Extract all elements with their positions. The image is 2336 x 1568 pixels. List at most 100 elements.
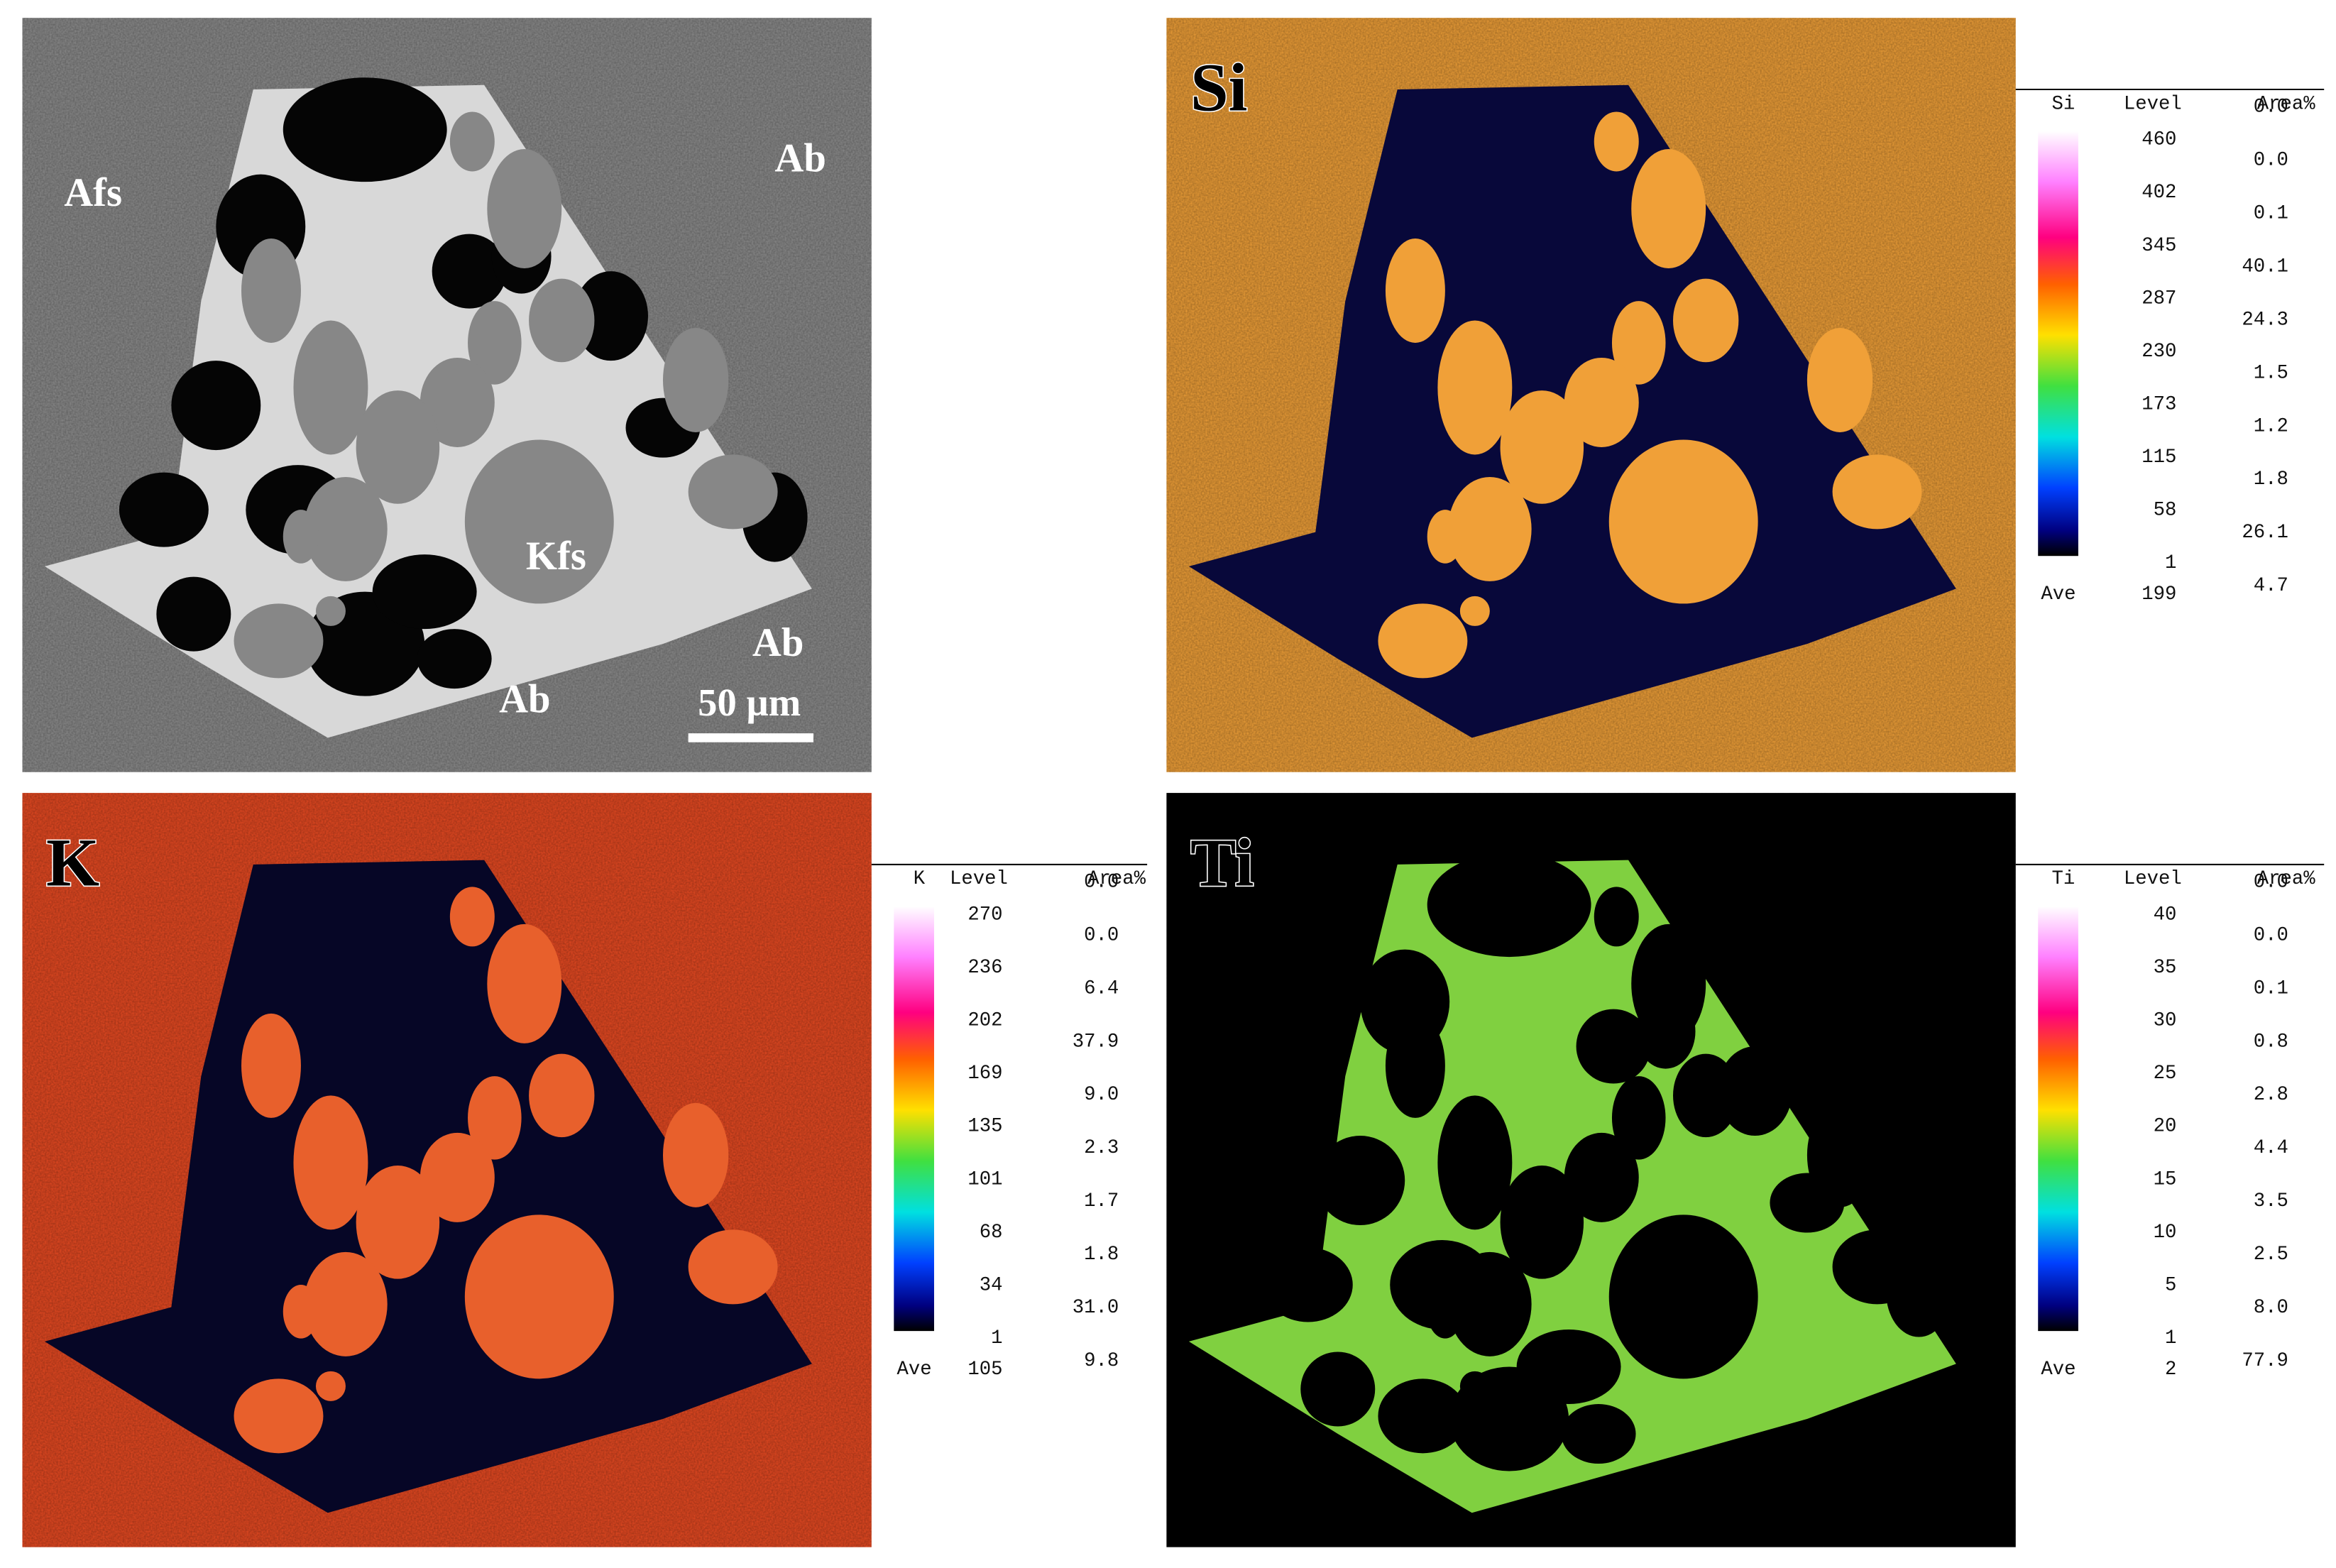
inclusion <box>464 439 614 604</box>
inclusion <box>1448 1251 1532 1356</box>
inclusion <box>1564 357 1639 447</box>
inclusion <box>241 238 301 343</box>
level-value: 287 <box>2142 287 2176 309</box>
area-value: 26.1 <box>2242 522 2288 544</box>
color-bar <box>2038 906 2078 1332</box>
inclusion <box>1378 1378 1468 1454</box>
inclusion <box>234 1378 324 1454</box>
element-map: K <box>22 793 872 1547</box>
inclusion <box>241 1013 301 1118</box>
area-value: 6.4 <box>1084 977 1119 999</box>
area-value: 4.4 <box>2254 1137 2288 1159</box>
legend-element: K <box>914 868 926 890</box>
legend-element: Si <box>2052 93 2075 115</box>
inclusion <box>1631 148 1706 268</box>
inclusion <box>688 1229 778 1305</box>
level-value: 1 <box>991 1327 1002 1349</box>
area-value: 1.7 <box>1084 1190 1119 1212</box>
inclusion <box>1459 1371 1490 1401</box>
inclusion <box>293 1095 368 1230</box>
inclusion <box>1378 603 1468 679</box>
inclusion <box>293 320 368 455</box>
ave-value: 2 <box>2165 1359 2176 1381</box>
level-value: 173 <box>2142 393 2176 415</box>
inclusion <box>1500 390 1584 504</box>
area-value: 9.8 <box>1084 1350 1119 1372</box>
level-value: 25 <box>2154 1063 2177 1085</box>
color-legend: K Level Area% 270 236 202 169 135 101 68 34 1 Ave 105… <box>871 863 1148 1381</box>
void <box>432 234 507 309</box>
level-value: 460 <box>2142 129 2176 151</box>
area-value: 0.0 <box>2254 924 2288 946</box>
inclusion <box>234 603 324 679</box>
area-value: 1.2 <box>2254 415 2288 437</box>
level-value: 58 <box>2154 499 2177 521</box>
inclusion <box>468 1076 522 1160</box>
level-value: 34 <box>980 1274 1003 1296</box>
inclusion <box>688 454 778 530</box>
inclusion <box>1459 596 1490 626</box>
inclusion <box>1832 1229 1922 1305</box>
level-value: 68 <box>980 1222 1003 1244</box>
level-value: 402 <box>2142 182 2176 204</box>
legend-level-header: Level <box>2124 868 2182 890</box>
legend-element: Ti <box>2052 868 2075 890</box>
level-value: 101 <box>967 1168 1002 1190</box>
element-map: Si <box>1166 18 2016 772</box>
inclusion <box>1806 327 1873 432</box>
ave-label: Ave <box>2041 583 2075 605</box>
level-value: 35 <box>2154 957 2177 979</box>
inclusion <box>420 1132 495 1222</box>
scale-bar <box>688 733 813 742</box>
inclusion <box>1673 1053 1739 1138</box>
area-value: 0.0 <box>1084 924 1119 946</box>
inclusion <box>1806 1102 1873 1207</box>
inclusion <box>1594 887 1639 947</box>
void <box>1427 852 1591 958</box>
scale-bar-label: 50 µm <box>698 681 801 724</box>
area-value: 3.5 <box>2254 1190 2288 1212</box>
level-value: 169 <box>967 1063 1002 1085</box>
inclusion <box>356 1166 440 1279</box>
inclusion <box>1631 923 1706 1043</box>
inclusion <box>449 887 495 947</box>
area-value: 0.1 <box>2254 202 2288 224</box>
inclusion <box>283 510 319 564</box>
area-value: 0.0 <box>2254 149 2288 171</box>
inclusion <box>1448 476 1532 581</box>
color-bar <box>894 906 934 1332</box>
void <box>372 554 477 630</box>
inclusion <box>1608 1215 1758 1379</box>
void <box>283 77 447 182</box>
inclusion <box>1385 1013 1445 1118</box>
level-value: 236 <box>967 957 1002 979</box>
level-value: 270 <box>967 904 1002 926</box>
inclusion <box>1832 454 1922 530</box>
ave-label: Ave <box>2041 1359 2075 1381</box>
inclusion <box>464 1215 614 1379</box>
inclusion <box>529 1053 595 1138</box>
inclusion <box>1437 1095 1513 1230</box>
area-value: 24.3 <box>2242 309 2288 331</box>
element-label: K <box>46 824 99 900</box>
inclusion <box>449 111 495 172</box>
area-value: 1.5 <box>2254 362 2288 384</box>
void <box>1263 1247 1353 1322</box>
color-legend: Ti Level Area% 40 35 30 25 20 15 10 5 1 Ave 2 0.0 0.0 0.… <box>2015 863 2325 1381</box>
inclusion <box>1608 439 1758 604</box>
legend-level-header: Level <box>2124 93 2182 115</box>
area-value: 40.1 <box>2242 256 2288 278</box>
void <box>1300 1352 1376 1427</box>
level-value: 1 <box>2165 552 2176 574</box>
color-legend: Si Level Area% 460 402 345 287 230 173 115 58 1 Ave 1… <box>2015 88 2325 605</box>
level-value: 40 <box>2154 904 2177 926</box>
area-value: 8.0 <box>2254 1297 2288 1319</box>
inclusion <box>315 596 346 626</box>
element-label: Ti <box>1190 824 1254 900</box>
level-value: 115 <box>2142 446 2176 468</box>
legend-area-header: Area% <box>2257 93 2315 115</box>
inclusion <box>1611 1076 1666 1160</box>
level-value: 1 <box>2165 1327 2176 1349</box>
inclusion <box>315 1371 346 1401</box>
phase-label: Kfs <box>526 534 586 579</box>
